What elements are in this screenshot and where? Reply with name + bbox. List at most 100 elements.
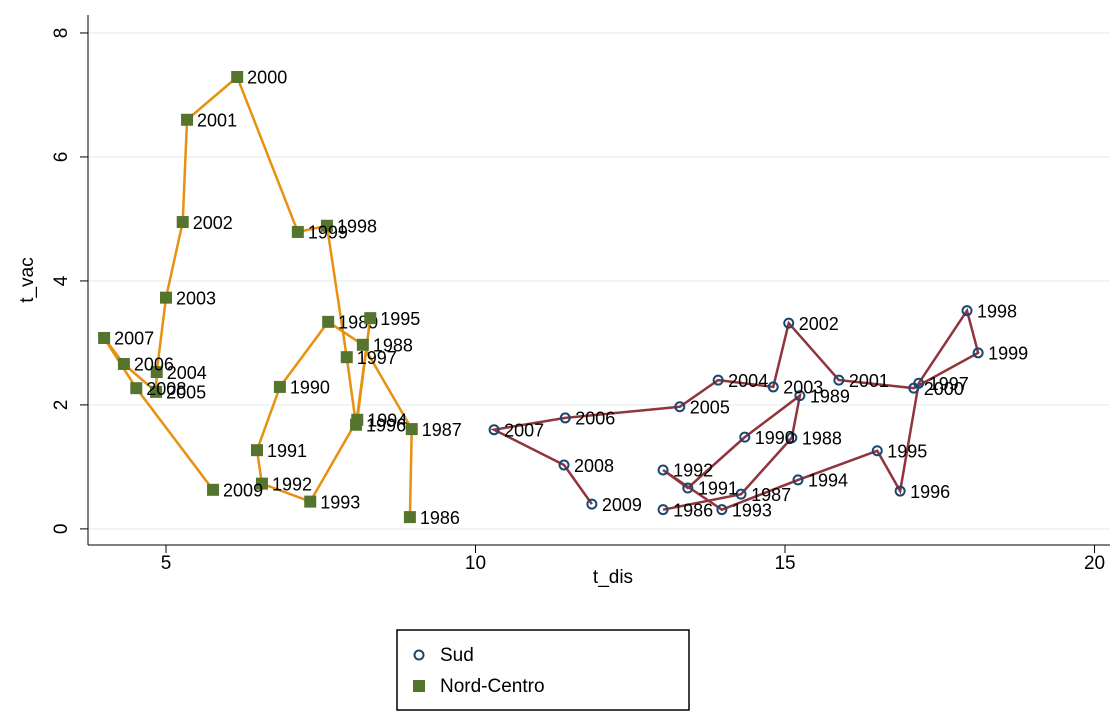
point: [255, 477, 268, 490]
point: [176, 216, 189, 229]
point: [972, 347, 984, 359]
point: [356, 338, 369, 351]
point-label: 1987: [751, 485, 791, 505]
point-label: 1995: [887, 442, 927, 462]
legend-marker: [413, 680, 425, 692]
point: [159, 291, 172, 304]
point-label: 1998: [977, 301, 1017, 321]
point: [559, 412, 571, 424]
point-label: 2009: [223, 481, 263, 501]
point: [117, 357, 130, 370]
point-label: 2008: [574, 456, 614, 476]
point-label: 2005: [690, 398, 730, 418]
y-tick-label: 6: [51, 152, 72, 163]
point: [894, 485, 906, 497]
y-tick-label: 2: [51, 400, 72, 411]
series-line: [490, 307, 980, 512]
point: [488, 424, 500, 436]
point-label: 1991: [267, 441, 307, 461]
point-label: 1991: [698, 479, 738, 499]
point-label: 2004: [728, 371, 768, 391]
point-label: 1986: [673, 500, 713, 520]
y-tick-label: 0: [51, 524, 72, 535]
point-label: 2008: [146, 379, 186, 399]
x-tick-label: 5: [161, 553, 172, 574]
y-axis-title: t_vac: [17, 257, 38, 302]
point-label: 2002: [193, 213, 233, 233]
point-label: 1996: [910, 482, 950, 502]
point: [322, 315, 335, 328]
x-tick-label: 15: [774, 553, 795, 574]
point: [130, 382, 143, 395]
point: [716, 504, 728, 516]
point-label: 1987: [422, 420, 462, 440]
point-label: 1997: [929, 374, 969, 394]
point-label: 1988: [802, 429, 842, 449]
point: [908, 382, 920, 394]
point: [735, 488, 747, 500]
point-label: 2001: [197, 111, 237, 131]
point: [674, 401, 686, 413]
x-tick-label: 20: [1084, 553, 1105, 574]
point-label: 2007: [504, 420, 544, 440]
point: [786, 432, 798, 444]
point-label: 1988: [373, 336, 413, 356]
point-label: 1990: [755, 428, 795, 448]
x-tick-label: 10: [465, 553, 486, 574]
point-label: 1999: [988, 344, 1028, 364]
point-label: 1999: [308, 223, 348, 243]
point-label: 2002: [799, 314, 839, 334]
point: [405, 423, 418, 436]
point: [207, 483, 220, 496]
point: [150, 366, 163, 379]
point: [657, 464, 669, 476]
point: [350, 418, 363, 431]
point-label: 1995: [380, 309, 420, 329]
point: [291, 225, 304, 238]
point: [403, 511, 416, 524]
point: [181, 113, 194, 126]
point-label: 2006: [134, 355, 174, 375]
point: [273, 380, 286, 393]
point-label: 2001: [849, 371, 889, 391]
point-label: 2007: [114, 329, 154, 349]
point-label: 1986: [420, 508, 460, 528]
point-label: 2000: [924, 379, 964, 399]
point: [794, 390, 806, 402]
point-label: 1996: [366, 415, 406, 435]
point: [320, 219, 333, 232]
point: [657, 504, 669, 516]
point: [783, 317, 795, 329]
point: [961, 305, 973, 317]
point: [712, 374, 724, 386]
point-label: 2004: [167, 363, 207, 383]
point: [558, 459, 570, 471]
point: [833, 374, 845, 386]
point-label: 1993: [320, 492, 360, 512]
point: [250, 444, 263, 457]
point-label: 2005: [166, 383, 206, 403]
point-label: 2009: [602, 495, 642, 515]
point: [231, 70, 244, 83]
legend-label: Sud: [440, 645, 474, 666]
y-tick-label: 8: [51, 28, 72, 39]
point: [586, 498, 598, 510]
point-label: 1998: [337, 217, 377, 237]
point-label: 2003: [176, 288, 216, 308]
point-label: 1994: [367, 411, 407, 431]
point: [150, 385, 163, 398]
point: [340, 351, 353, 364]
legend-label: Nord-Centro: [440, 676, 545, 697]
point-label: 2003: [783, 378, 823, 398]
point-label: 1990: [290, 378, 330, 398]
point: [98, 331, 111, 344]
point: [682, 482, 694, 494]
point-label: 1994: [808, 471, 848, 491]
point-label: 2000: [247, 68, 287, 88]
point: [304, 495, 317, 508]
point-label: 1989: [810, 386, 850, 406]
point-label: 1992: [673, 461, 713, 481]
point-label: 2006: [575, 409, 615, 429]
point: [792, 474, 804, 486]
